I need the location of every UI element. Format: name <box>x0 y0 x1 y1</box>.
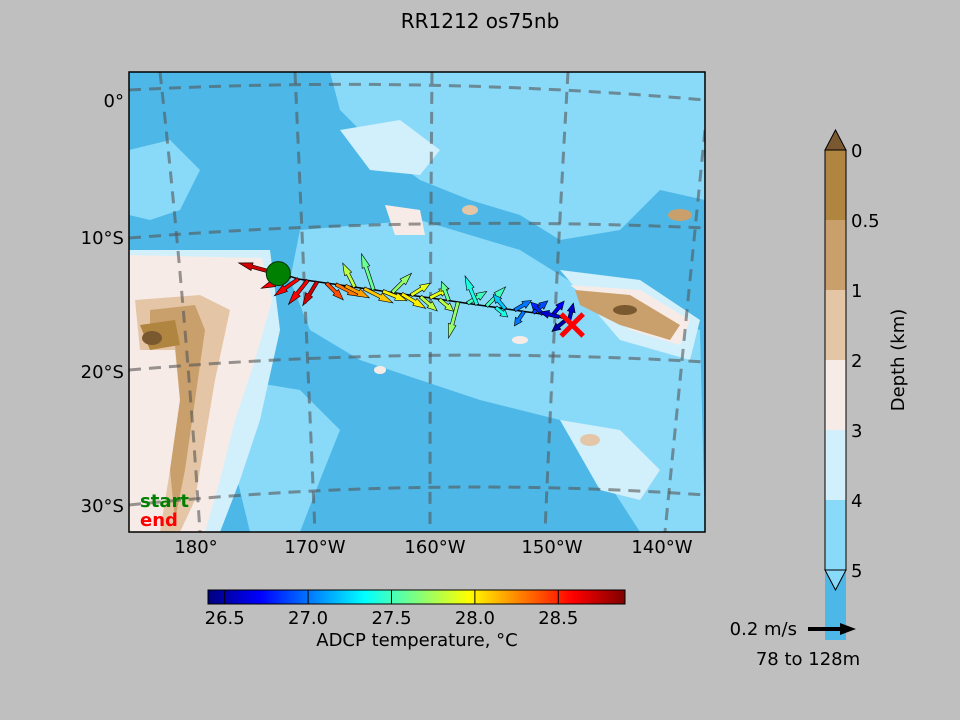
depth-colorbar: 0 0.5 1 2 3 4 5 Depth (km) <box>824 128 909 640</box>
lon-labels: 180° 170°W 160°W 150°W 140°W <box>174 537 692 558</box>
scale-arrow-icon <box>808 623 856 635</box>
velocity-vector <box>464 274 480 306</box>
velocity-vector <box>324 281 344 301</box>
depth-colorbar-tick-label: 4 <box>851 491 862 512</box>
depth-colorbar-segment <box>825 290 846 360</box>
lon-label-170w: 170°W <box>284 537 345 558</box>
velocity-vector <box>513 300 533 313</box>
temperature-colorbar-tick-label: 28.0 <box>455 608 495 629</box>
velocity-vector <box>409 282 431 298</box>
temperature-colorbar: 26.5 27.0 27.5 28.0 28.5 ADCP temperature, °… <box>205 589 626 651</box>
depth-colorbar-segment <box>825 220 846 290</box>
lat-label-30s: 30°S <box>81 496 124 517</box>
map-panel <box>129 72 705 532</box>
depth-colorbar-ticks: 0 0.5 1 2 3 4 5 <box>851 141 880 582</box>
end-marker <box>559 312 585 338</box>
depth-colorbar-tick-label: 3 <box>851 421 862 442</box>
velocity-vector <box>302 280 320 307</box>
depth-colorbar-segment <box>825 430 846 500</box>
figure-title: RR1212 os75nb <box>401 9 560 33</box>
lat-label-10s: 10°S <box>81 228 124 249</box>
scale-arrow-label: 0.2 m/s <box>730 619 797 640</box>
scale-arrow: 0.2 m/s 78 to 128m <box>730 619 860 670</box>
temperature-colorbar-ticks: 26.5 27.0 27.5 28.0 28.5 <box>205 590 578 629</box>
velocity-vector <box>381 289 408 302</box>
velocity-vector <box>418 294 438 312</box>
depth-colorbar-tick-label: 2 <box>851 351 862 372</box>
velocity-vector <box>390 272 413 295</box>
temperature-colorbar-tick-label: 27.0 <box>288 608 328 629</box>
temperature-colorbar-bar <box>207 589 626 605</box>
lat-label-20s: 20°S <box>81 362 124 383</box>
legend-start: start <box>140 491 189 512</box>
lat-labels: 0° 10°S 20°S 30°S <box>81 91 124 517</box>
legend-end: end <box>140 510 178 531</box>
temperature-colorbar-tick-label: 26.5 <box>205 608 245 629</box>
depth-colorbar-segment <box>825 150 846 220</box>
velocity-vector <box>287 278 310 306</box>
depth-colorbar-frame <box>824 149 847 571</box>
start-marker <box>265 261 291 287</box>
temperature-colorbar-tick-label: 27.5 <box>371 608 411 629</box>
velocity-vector <box>273 277 300 297</box>
depth-colorbar-over <box>824 128 847 151</box>
depth-colorbar-tick-label: 0.5 <box>851 211 880 232</box>
lon-label-150w: 150°W <box>521 537 582 558</box>
velocity-vector <box>361 252 376 291</box>
velocity-vector <box>466 290 488 306</box>
velocity-vector <box>440 280 451 302</box>
scale-depth-range: 78 to 128m <box>756 649 860 670</box>
velocity-vector <box>492 293 507 311</box>
depth-colorbar-bar <box>824 128 847 640</box>
topography-land <box>135 205 692 532</box>
depth-colorbar-segment <box>825 500 846 570</box>
temperature-colorbar-tick-label: 28.5 <box>538 608 578 629</box>
lon-label-160w: 160°W <box>404 537 465 558</box>
velocity-vector <box>437 297 455 312</box>
map-frame <box>128 71 706 533</box>
velocity-vector <box>539 310 560 319</box>
velocity-vector <box>400 291 427 309</box>
depth-colorbar-segment <box>825 570 846 640</box>
velocity-vector <box>342 262 357 289</box>
depth-colorbar-label: Depth (km) <box>888 309 909 412</box>
depth-colorbar-tick-label: 5 <box>851 561 862 582</box>
depth-colorbar-tick-label: 1 <box>851 281 862 302</box>
lat-label-0: 0° <box>104 91 124 112</box>
lon-label-180: 180° <box>174 537 217 558</box>
velocity-vector <box>531 300 549 315</box>
depth-colorbar-tick-label: 0 <box>851 141 862 162</box>
velocity-vector <box>514 310 526 327</box>
velocity-vector <box>494 305 509 318</box>
lon-label-140w: 140°W <box>631 537 692 558</box>
depth-colorbar-segment <box>825 360 846 430</box>
temperature-colorbar-label: ADCP temperature, °C <box>316 630 517 651</box>
velocity-vector <box>362 286 394 304</box>
velocity-vector <box>344 283 371 299</box>
velocity-vector <box>447 301 461 340</box>
